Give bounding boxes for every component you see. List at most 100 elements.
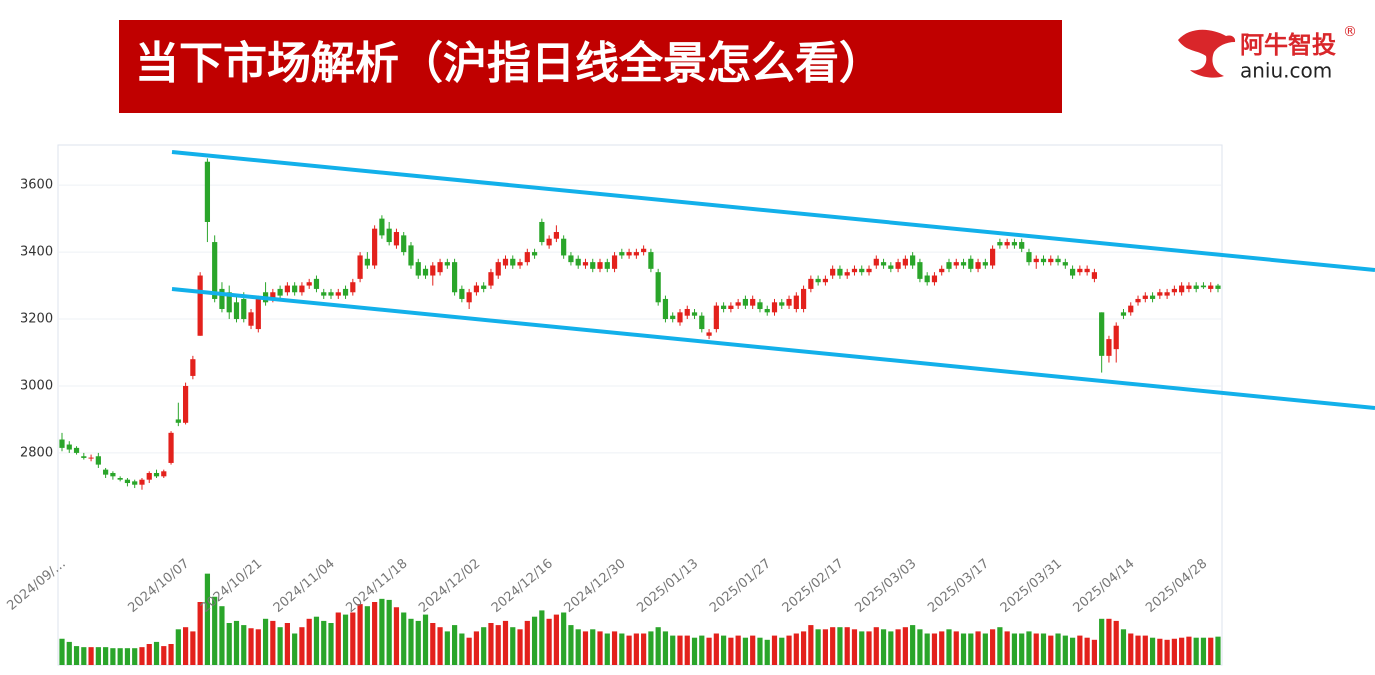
volume-bar xyxy=(1026,631,1032,665)
candle-body xyxy=(277,288,283,296)
candle-body xyxy=(197,275,203,336)
candle-body xyxy=(997,242,1003,246)
volume-bar xyxy=(233,620,240,665)
volume-bar xyxy=(633,633,639,665)
candle-body xyxy=(502,258,509,266)
candle-body xyxy=(1179,285,1185,293)
candle-body xyxy=(1186,285,1192,289)
volume-bar xyxy=(1200,637,1207,665)
volume-bar xyxy=(939,631,945,665)
channel-lower xyxy=(171,287,1375,410)
candle-body xyxy=(175,419,181,423)
candle-body xyxy=(386,228,392,243)
x-tick-label: 2025/01/27 xyxy=(707,556,774,616)
candle-body xyxy=(473,285,480,293)
volume-bar xyxy=(786,635,792,665)
volume-bar xyxy=(750,635,756,665)
candle-body xyxy=(372,228,378,266)
candle-body xyxy=(888,265,894,269)
candle-body xyxy=(430,265,436,276)
volume-bar xyxy=(1135,635,1141,665)
candle-body xyxy=(306,282,312,286)
volume-bar xyxy=(284,623,290,665)
volume-bar xyxy=(248,628,254,665)
volume-bar xyxy=(873,627,879,665)
volume-bar xyxy=(553,614,559,665)
volume-bar xyxy=(568,625,574,665)
volume-bar xyxy=(844,627,850,665)
candle-body xyxy=(706,332,712,336)
candle-body xyxy=(415,262,421,276)
volume-bar xyxy=(175,629,181,665)
volume-bar xyxy=(575,629,581,665)
candle-body xyxy=(808,278,814,289)
volume-bar xyxy=(830,627,836,665)
volume-bar xyxy=(488,623,494,665)
candle-body xyxy=(139,479,145,485)
y-tick-label: 3400 xyxy=(20,245,53,260)
volume-bar xyxy=(815,629,821,665)
volume-bar xyxy=(1077,635,1083,665)
volume-bar xyxy=(546,618,552,665)
volume-bar xyxy=(619,633,625,665)
candle-body xyxy=(924,275,930,283)
candle-body xyxy=(691,312,698,316)
candle-body xyxy=(95,456,101,465)
candle-body xyxy=(335,292,341,296)
candle-body xyxy=(815,278,821,283)
volume-bar xyxy=(161,646,167,665)
volume-bar xyxy=(677,635,683,665)
candle-body xyxy=(1113,325,1119,350)
volume-bar xyxy=(982,633,988,665)
volume-bar xyxy=(386,599,392,665)
volume-bar xyxy=(1106,618,1112,665)
volume-bar xyxy=(328,623,334,665)
volume-bar xyxy=(415,620,421,665)
candle-body xyxy=(750,298,756,306)
volume-bar xyxy=(880,629,887,665)
volume-bar xyxy=(350,612,356,665)
candle-body xyxy=(437,262,443,273)
candle-body xyxy=(677,312,683,323)
candle-body xyxy=(619,252,625,256)
candle-body xyxy=(110,472,116,477)
candle-body xyxy=(982,262,988,266)
volume-bar xyxy=(444,631,450,665)
volume-bar xyxy=(655,627,661,665)
volume-bar xyxy=(1040,633,1047,665)
volume-bar xyxy=(452,625,458,665)
volume-bar xyxy=(153,641,160,665)
candle-body xyxy=(204,161,211,222)
candle-body xyxy=(1128,305,1134,313)
x-tick-label: 2024/12/16 xyxy=(489,556,556,616)
candle-body xyxy=(1004,242,1010,246)
candle-body xyxy=(270,292,276,299)
volume-bar xyxy=(73,646,80,665)
candle-body xyxy=(1084,268,1090,273)
volume-bar xyxy=(401,612,407,665)
candle-body xyxy=(248,312,254,326)
volume-bar xyxy=(866,631,872,665)
candle-body xyxy=(452,262,458,293)
x-tick-label: 2024/09/… xyxy=(4,556,68,613)
candle-body xyxy=(517,262,523,266)
y-tick-label: 3600 xyxy=(20,178,53,193)
volume-bar xyxy=(306,618,312,665)
volume-bar xyxy=(510,627,516,665)
candle-body xyxy=(553,232,559,239)
candle-body xyxy=(626,252,632,256)
volume-bar xyxy=(342,614,349,665)
volume-bar xyxy=(524,620,530,665)
candle-body xyxy=(837,268,843,276)
candle-body xyxy=(844,272,850,276)
volume-bar xyxy=(197,602,203,665)
volume-bar xyxy=(917,629,923,665)
volume-bar xyxy=(495,625,501,665)
volume-bar xyxy=(1171,638,1177,665)
volume-bar xyxy=(1157,638,1163,665)
candle-body xyxy=(255,298,261,330)
volume-bar xyxy=(473,631,480,665)
candle-body xyxy=(466,292,472,303)
volume-bar xyxy=(168,644,174,665)
candle-body xyxy=(873,258,879,266)
